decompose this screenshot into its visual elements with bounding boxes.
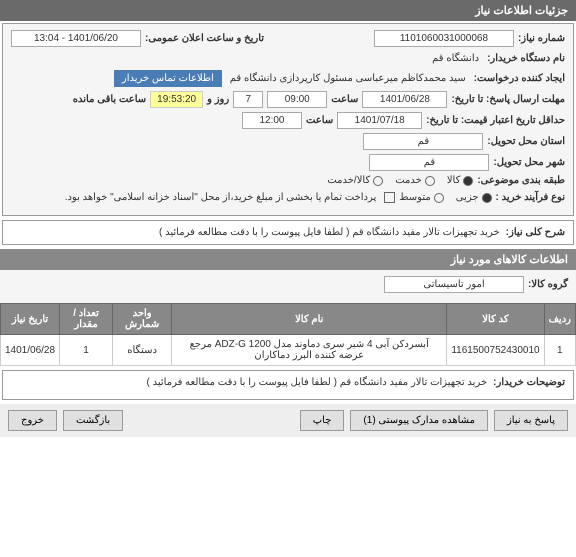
radio-icon xyxy=(482,193,492,203)
buyer-notes-label: توضیحات خریدار: xyxy=(493,377,565,388)
items-header: اطلاعات کالاهای مورد نیاز xyxy=(0,249,576,270)
table-cell: 1 xyxy=(60,335,113,366)
table-cell: 1 xyxy=(544,335,575,366)
delivery-city: قم xyxy=(363,133,483,150)
table-header: ردیف xyxy=(544,304,575,335)
print-button[interactable]: چاپ xyxy=(300,410,345,431)
buyer-notes-text: خرید تجهیزات تالار مفید دانشگاه قم ( لطف… xyxy=(147,377,488,388)
classification-label: طبقه بندی موضوعی: xyxy=(477,175,565,186)
exit-button[interactable]: خروج xyxy=(8,410,57,431)
table-header: واحد شمارش xyxy=(113,304,172,335)
delivery-city2-label: شهر محل تحویل: xyxy=(493,157,565,168)
class-both-label: کالا/خدمت xyxy=(327,175,370,186)
announce-value: 1401/06/20 - 13:04 xyxy=(11,30,141,47)
contact-button[interactable]: اطلاعات تماس خریدار xyxy=(114,70,222,87)
main-header: جزئیات اطلاعات نیاز xyxy=(0,0,576,21)
back-button[interactable]: بازگشت xyxy=(63,410,123,431)
desc-text: خرید تجهیزات تالار مفید دانشگاه قم ( لطف… xyxy=(159,227,500,238)
process-partial-label: جزیی xyxy=(456,192,479,203)
remaining-label: ساعت باقی مانده xyxy=(73,94,146,105)
req-number-label: شماره نیاز: xyxy=(518,33,565,44)
radio-icon xyxy=(373,176,383,186)
payment-checkbox[interactable] xyxy=(384,192,395,203)
deadline-label: مهلت ارسال پاسخ: تا تاریخ: xyxy=(451,94,565,105)
days-value: 7 xyxy=(233,91,263,108)
validity-time-label: ساعت xyxy=(306,115,333,126)
attachments-button[interactable]: مشاهده مدارک پیوستی (1) xyxy=(350,410,488,431)
process-partial-radio[interactable]: جزیی xyxy=(456,192,492,203)
items-table: ردیفکد کالانام کالاواحد شمارشتعداد / مقد… xyxy=(0,303,576,366)
table-header: تاریخ نیاز xyxy=(1,304,60,335)
delivery-city-label: استان محل تحویل: xyxy=(487,136,565,147)
announce-label: تاریخ و ساعت اعلان عمومی: xyxy=(145,33,264,44)
group-label: گروه کالا: xyxy=(528,279,568,290)
req-number-value: 1101060031000068 xyxy=(374,30,514,47)
payment-note: پرداخت تمام یا بخشی از مبلغ خرید،از محل … xyxy=(61,190,381,205)
group-value: امور تاسیساتی xyxy=(384,276,524,293)
process-medium-radio[interactable]: متوسط xyxy=(399,192,443,203)
process-medium-label: متوسط xyxy=(399,192,430,203)
validity-date: 1401/07/18 xyxy=(337,112,422,129)
requester-label: ایجاد کننده درخواست: xyxy=(474,73,565,84)
table-header: نام کالا xyxy=(172,304,447,335)
radio-icon xyxy=(425,176,435,186)
table-cell: 1401/06/28 xyxy=(1,335,60,366)
class-both-radio[interactable]: کالا/خدمت xyxy=(327,175,383,186)
delivery-city2: قم xyxy=(369,154,489,171)
class-service-radio[interactable]: خدمت xyxy=(395,175,435,186)
table-header: تعداد / مقدار xyxy=(60,304,113,335)
deadline-time-label: ساعت xyxy=(331,94,358,105)
table-cell: آبسردکن آبی 4 شیر سری دماوند مدل ADZ-G 1… xyxy=(172,335,447,366)
table-row: 11161500752430010آبسردکن آبی 4 شیر سری د… xyxy=(1,335,576,366)
desc-label: شرح کلی نیاز: xyxy=(506,227,565,238)
class-goods-radio[interactable]: کالا xyxy=(447,175,474,186)
table-header: کد کالا xyxy=(447,304,544,335)
deadline-time: 09:00 xyxy=(267,91,327,108)
class-goods-label: کالا xyxy=(447,175,461,186)
class-service-label: خدمت xyxy=(395,175,422,186)
process-label: نوع فرآیند خرید : xyxy=(496,192,565,203)
buyer-org-label: نام دستگاه خریدار: xyxy=(487,53,565,64)
table-cell: 1161500752430010 xyxy=(447,335,544,366)
radio-icon xyxy=(463,176,473,186)
requester-value: سید محمدکاظم میرعباسی مسئول کارپردازی دا… xyxy=(226,71,470,86)
radio-icon xyxy=(434,193,444,203)
validity-label: حداقل تاریخ اعتبار قیمت: تا تاریخ: xyxy=(426,115,565,126)
remaining-time: 19:53:20 xyxy=(150,91,203,108)
reply-button[interactable]: پاسخ به نیاز xyxy=(494,410,568,431)
table-cell: دستگاه xyxy=(113,335,172,366)
buyer-org-value: دانشگاه قم xyxy=(428,51,483,66)
days-label: روز و xyxy=(207,94,229,105)
validity-time: 12:00 xyxy=(242,112,302,129)
deadline-date: 1401/06/28 xyxy=(362,91,447,108)
